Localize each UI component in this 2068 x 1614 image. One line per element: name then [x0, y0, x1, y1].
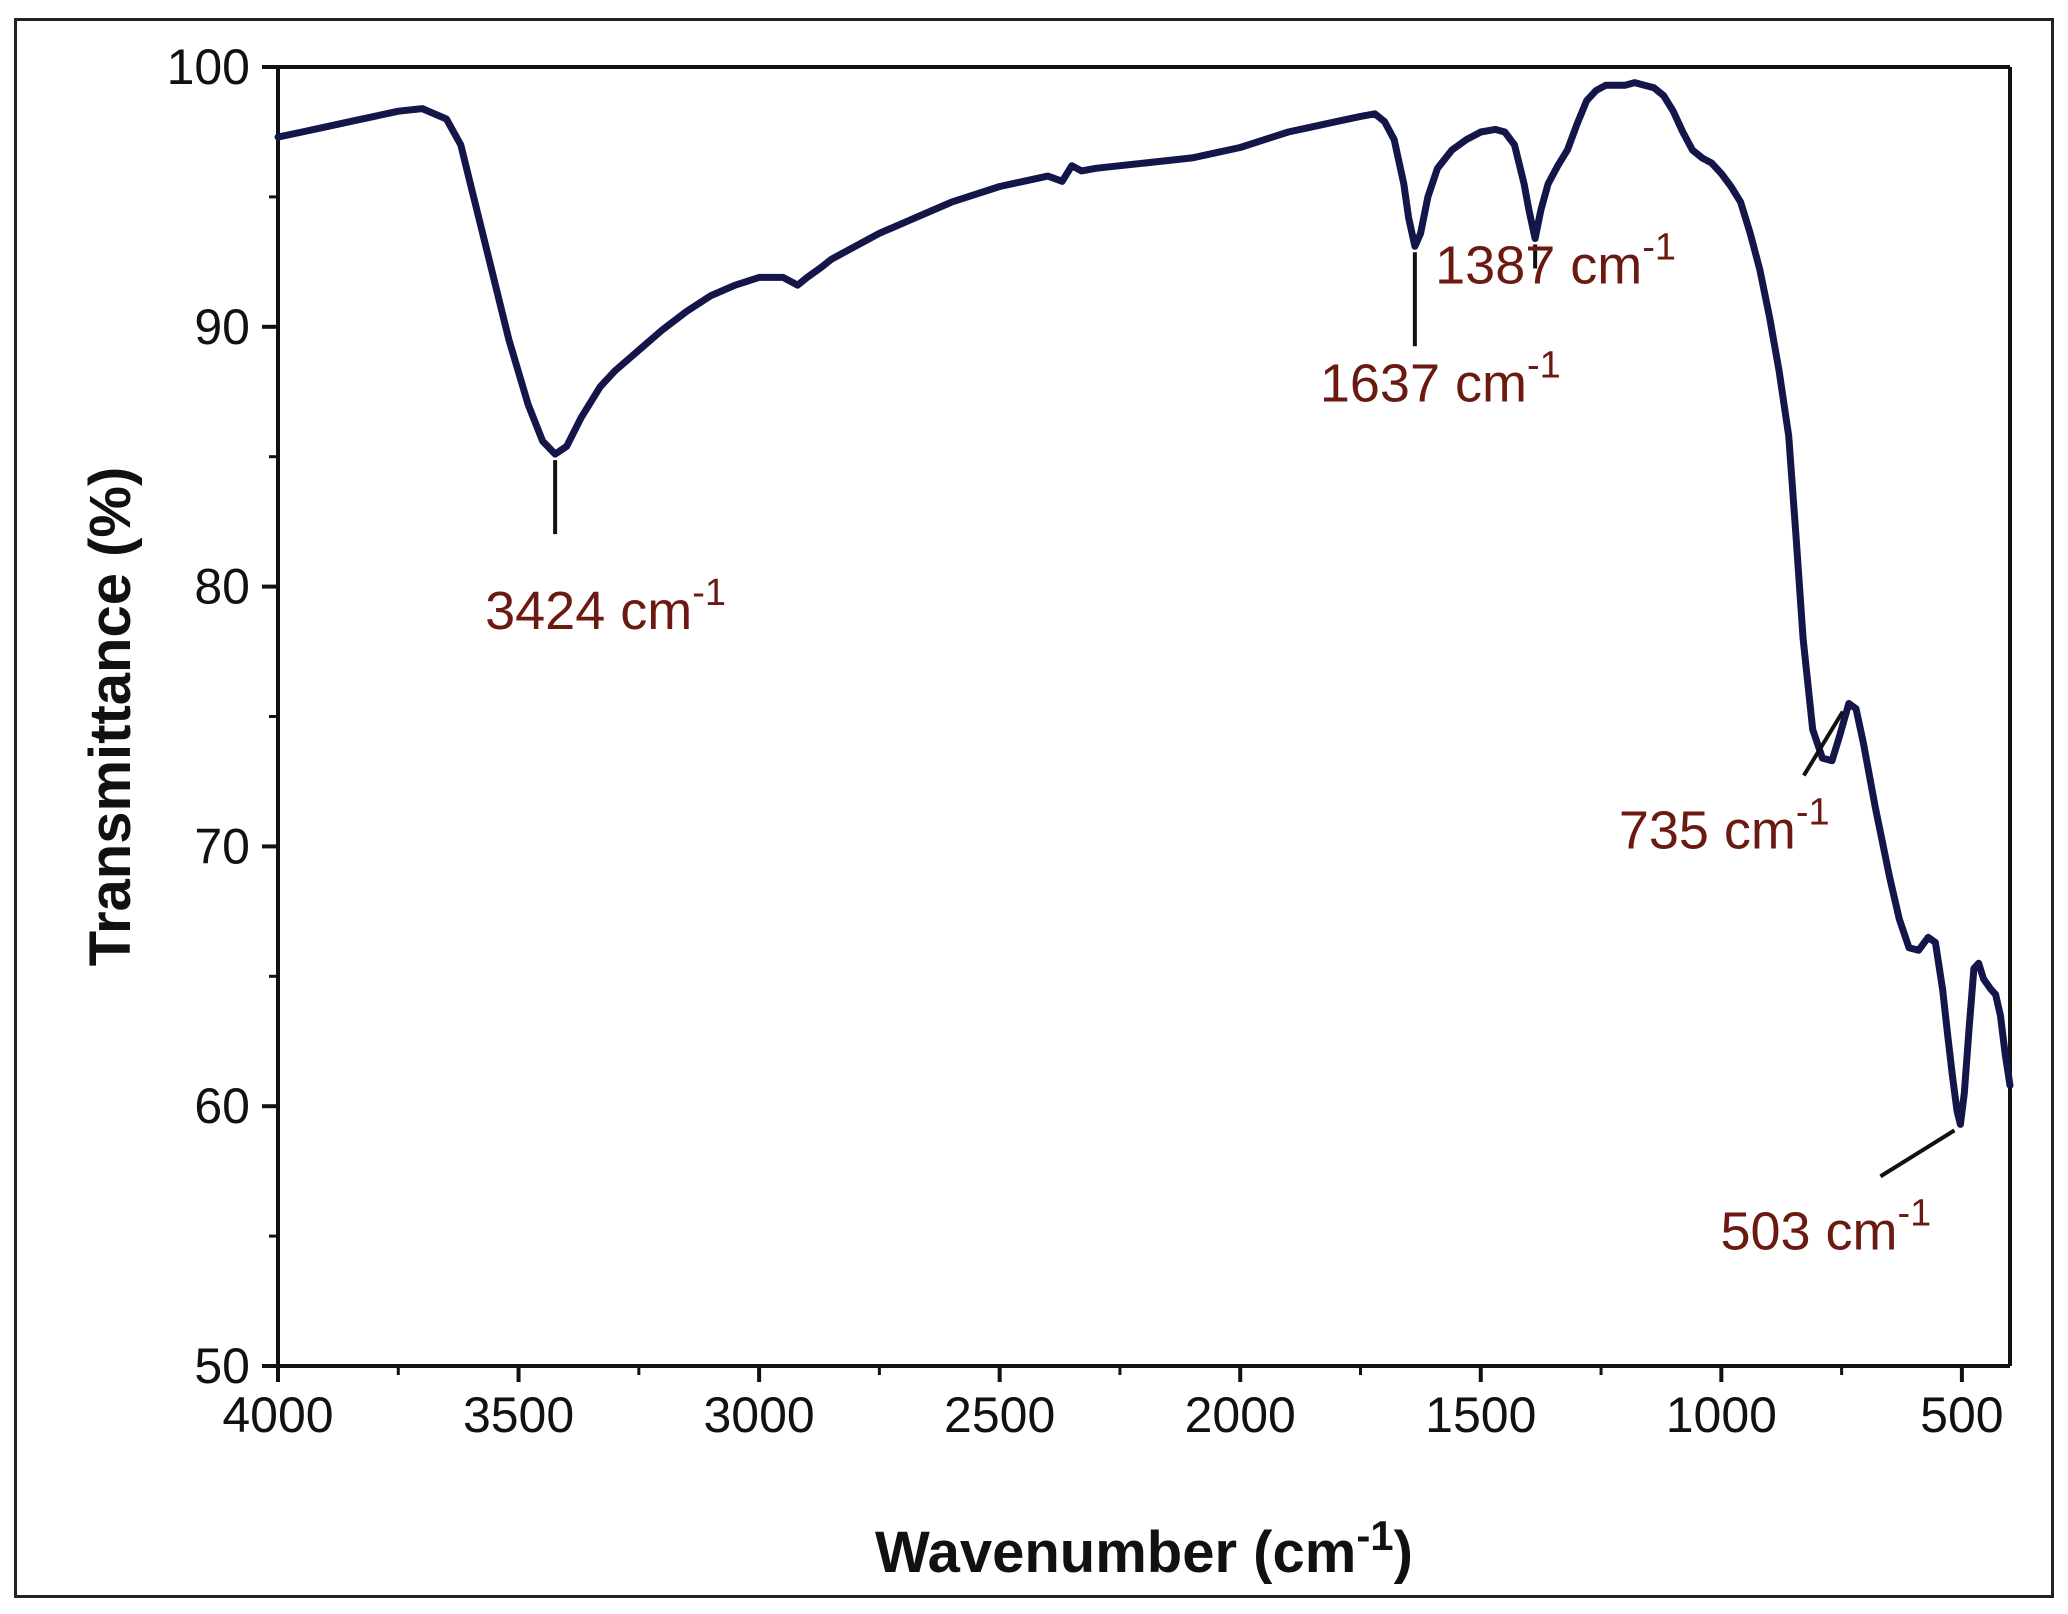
transmittance-line: [274, 79, 2014, 1128]
x-tick-label: 3500: [463, 1387, 574, 1443]
peak-label: 503 cm-1: [1720, 1192, 1931, 1261]
y-tick-label: 90: [194, 299, 250, 355]
x-tick-label: 500: [1920, 1387, 2003, 1443]
peak-leader-line: [1879, 1128, 1956, 1179]
y-tick-label: 70: [194, 818, 250, 874]
x-axis-title-main: Wavenumber (cm: [875, 1520, 1356, 1585]
y-tick-label: 80: [194, 559, 250, 615]
y-tick-label: 60: [194, 1078, 250, 1134]
y-tick-label: 50: [194, 1338, 250, 1394]
peak-label: 3424 cm-1: [485, 572, 726, 641]
x-tick-label: 1000: [1666, 1387, 1777, 1443]
x-axis-title-suffix: ): [1394, 1520, 1413, 1585]
y-tick-label: 100: [167, 39, 250, 95]
x-tick-label: 3000: [703, 1387, 814, 1443]
axes: [276, 65, 2012, 1368]
x-tick-label: 1500: [1425, 1387, 1536, 1443]
x-tick-label: 2500: [944, 1387, 1055, 1443]
peak-label: 1387 cm-1: [1435, 226, 1676, 295]
x-axis-title: Wavenumber (cm-1): [875, 1512, 1413, 1585]
ticks: 4000 3500 3000 2500 2000 1500 1000 500 50 60 70 80 9…: [167, 39, 2004, 1443]
series: [274, 79, 2014, 1128]
x-tick-label: 2000: [1185, 1387, 1296, 1443]
peak-label: 1637 cm-1: [1320, 344, 1561, 413]
x-axis-title-superscript: -1: [1356, 1512, 1393, 1559]
peak-leader-line: [1802, 710, 1845, 777]
x-tick-label: 4000: [222, 1387, 333, 1443]
peak-label: 735 cm-1: [1619, 792, 1830, 861]
peak-annotations: 3424 cm-1 1637 cm-1 1387 cm-1 735 cm-1 503 c…: [485, 226, 1956, 1261]
figure-frame: [14, 18, 2054, 1598]
y-axis-title: Transmittance (%): [78, 467, 143, 967]
